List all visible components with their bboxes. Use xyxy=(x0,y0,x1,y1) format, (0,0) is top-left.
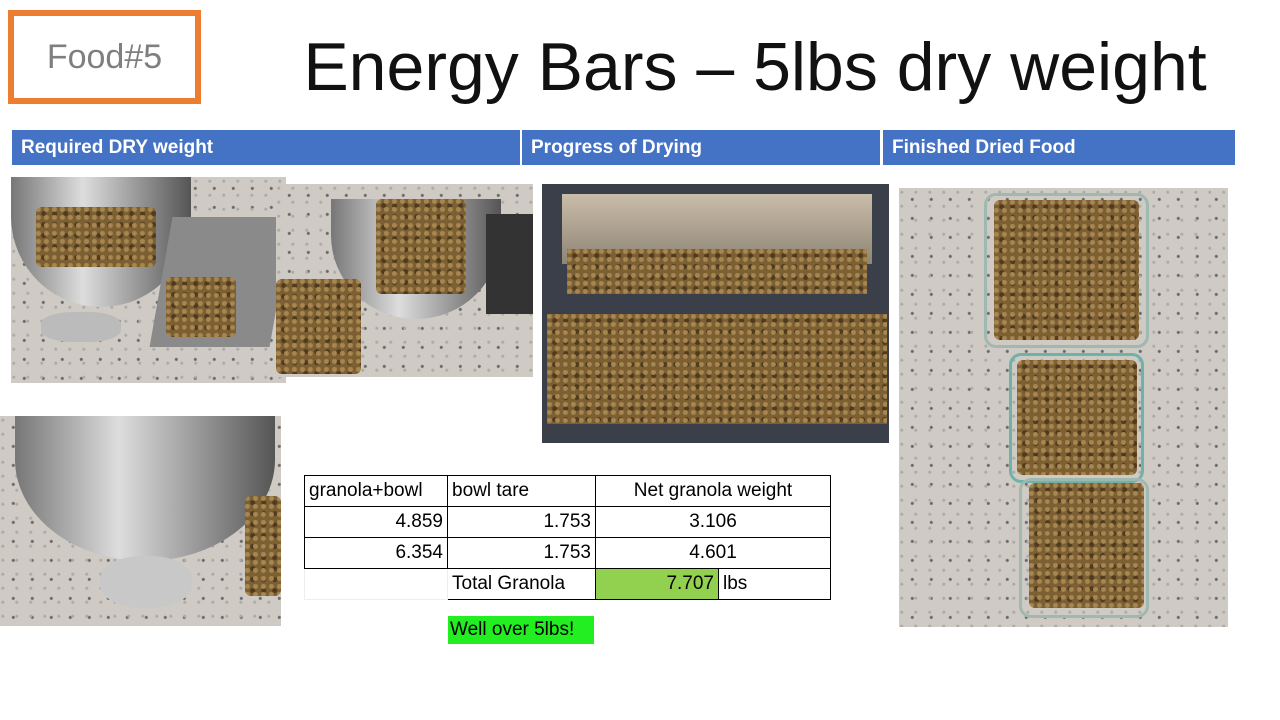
table-header: Net granola weight xyxy=(595,475,831,507)
photo xyxy=(276,184,533,377)
total-value: 7.707 xyxy=(595,568,719,600)
table-container: granola+bowl bowl tare Net granola weigh… xyxy=(304,475,831,600)
table-header: bowl tare xyxy=(447,475,596,507)
table-cell: 6.354 xyxy=(304,537,448,569)
table-cell: 3.106 xyxy=(595,506,831,538)
photo xyxy=(11,177,286,383)
table-header: granola+bowl xyxy=(304,475,448,507)
table-cell: 1.753 xyxy=(447,537,596,569)
table-cell xyxy=(304,568,448,600)
weight-table: granola+bowl bowl tare Net granola weigh… xyxy=(304,475,831,600)
photo xyxy=(899,188,1228,627)
highlight-note: Well over 5lbs! xyxy=(448,616,594,644)
section-header: Progress of Drying xyxy=(522,130,880,165)
table-cell: 4.601 xyxy=(595,537,831,569)
slide-title: Energy Bars – 5lbs dry weight xyxy=(303,29,1207,105)
total-label: Total Granola xyxy=(447,568,596,600)
photo xyxy=(542,184,889,443)
table-cell: 1.753 xyxy=(447,506,596,538)
section-header: Required DRY weight xyxy=(12,130,520,165)
slide-label: Food#5 xyxy=(8,10,201,104)
section-header: Finished Dried Food xyxy=(883,130,1235,165)
total-unit: lbs xyxy=(718,568,831,600)
table-cell: 4.859 xyxy=(304,506,448,538)
photo xyxy=(0,416,281,626)
